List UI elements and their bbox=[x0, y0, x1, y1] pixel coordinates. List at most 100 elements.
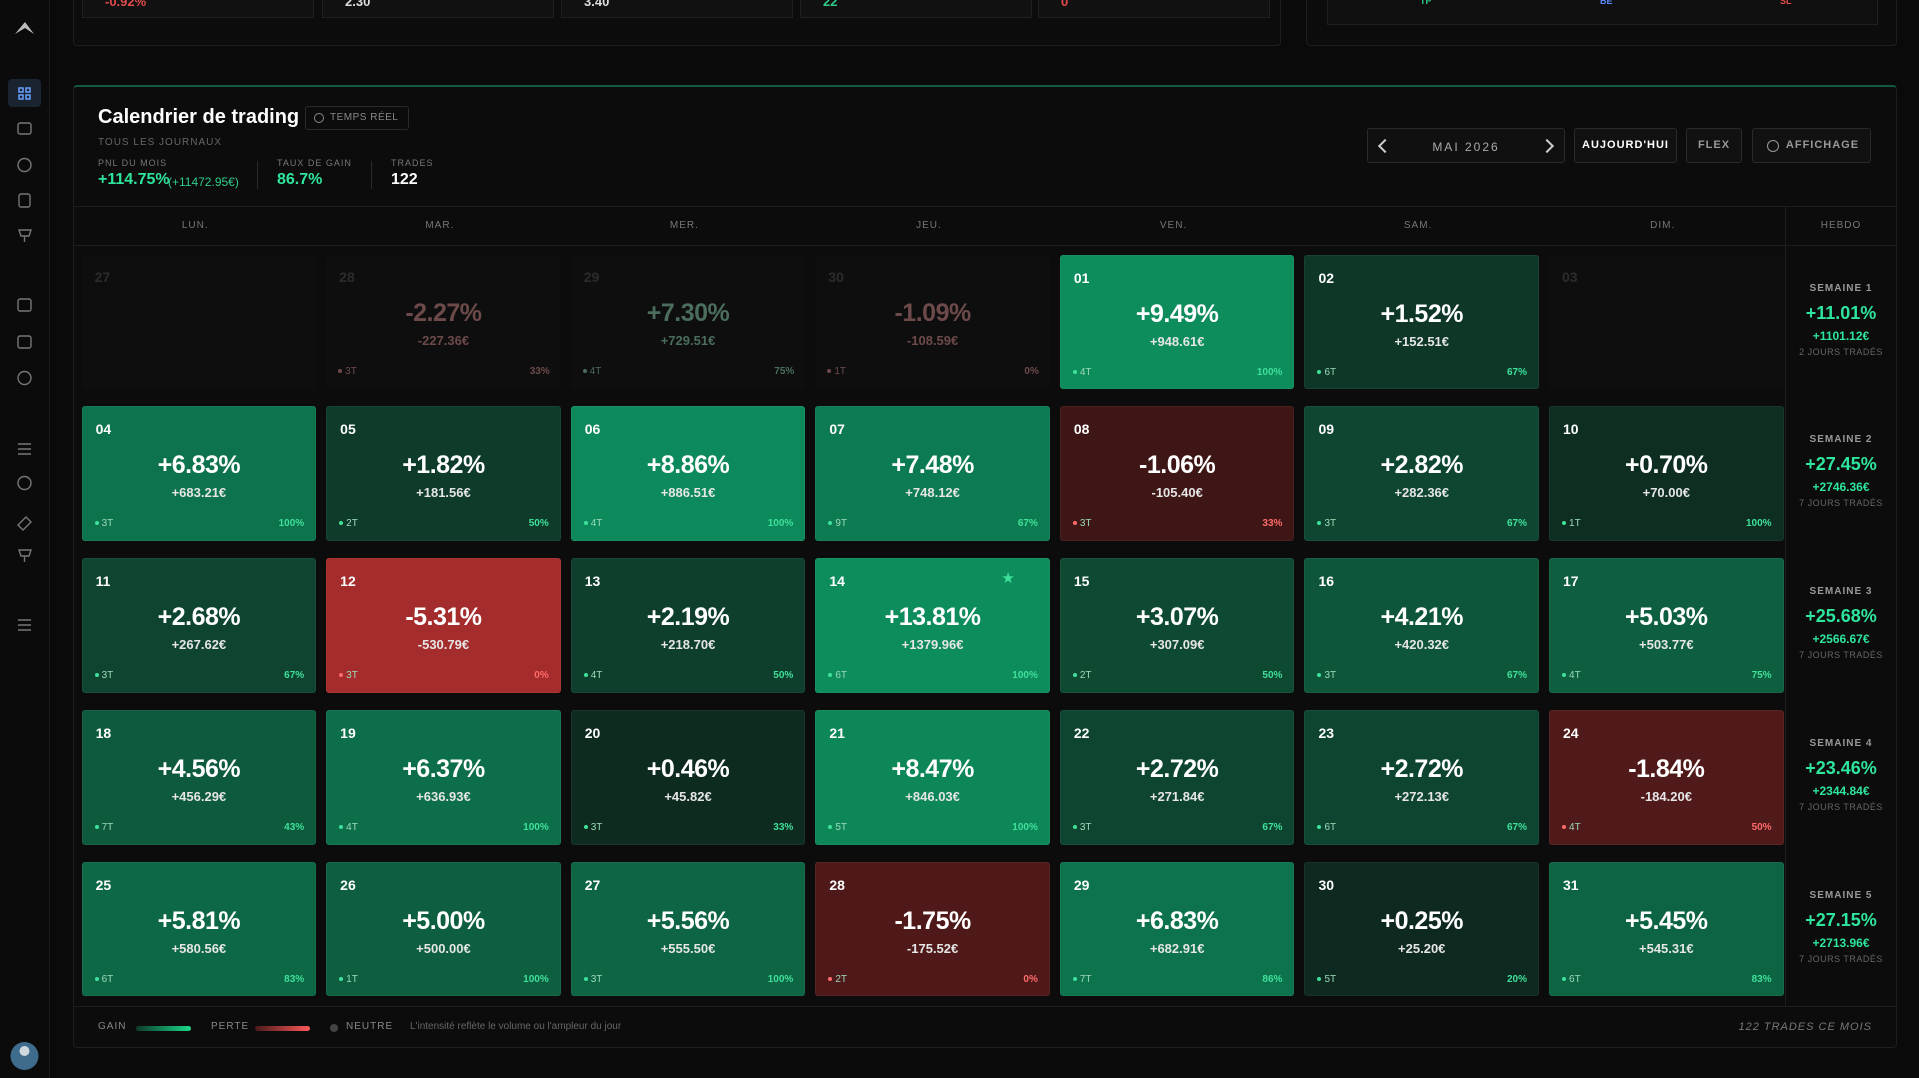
day-number: 11 bbox=[95, 573, 111, 590]
day-trades: 4T bbox=[583, 670, 602, 681]
day-cell[interactable]: 19 +6.37% +636.93€ 4T 100% bbox=[326, 710, 561, 845]
day-winrate: 0% bbox=[534, 670, 549, 682]
top-card: 3.40 bbox=[561, 0, 793, 18]
trades-dot bbox=[338, 368, 343, 373]
nav-active[interactable] bbox=[8, 79, 41, 107]
day-pct: -5.31% bbox=[405, 603, 482, 632]
day-cell[interactable]: 04 +6.83% +683.21€ 3T 100% bbox=[81, 406, 317, 541]
day-trades: 6T bbox=[1317, 367, 1336, 378]
day-cell[interactable]: 09 +2.82% +282.36€ 3T 67% bbox=[1304, 406, 1540, 541]
day-winrate: 100% bbox=[767, 518, 794, 530]
week-pct: +25.68% bbox=[1805, 606, 1877, 627]
day-amount: +636.93€ bbox=[416, 789, 471, 804]
day-pct: +5.45% bbox=[1625, 906, 1708, 935]
day-pct: +4.21% bbox=[1380, 603, 1463, 632]
day-amount: +282.36€ bbox=[1394, 485, 1450, 501]
trades-dot bbox=[1562, 521, 1567, 526]
day-amount: +886.51€ bbox=[660, 485, 716, 501]
week-label: SEMAINE 1 bbox=[1809, 282, 1873, 294]
nav-icon[interactable] bbox=[17, 157, 32, 173]
day-cell[interactable]: 30 +0.25% +25.20€ 5T 20% bbox=[1304, 861, 1540, 997]
day-amount: +683.21€ bbox=[171, 485, 227, 501]
day-trades: 3T bbox=[339, 670, 358, 681]
nav-icon[interactable] bbox=[18, 193, 31, 208]
day-trades: 7T bbox=[1072, 974, 1092, 985]
day-cell[interactable]: 24 -1.84% -184.20€ 4T 50% bbox=[1549, 710, 1784, 845]
footer-line bbox=[74, 1006, 1896, 1007]
day-cell[interactable]: 31 +5.45% +545.31€ 6T 83% bbox=[1549, 861, 1784, 997]
trades-dot bbox=[828, 673, 833, 678]
day-cell[interactable]: 28 -1.75% -175.52€ 2T 0% bbox=[815, 861, 1050, 997]
today-button[interactable]: AUJOURD'HUI bbox=[1574, 128, 1677, 163]
trades-dot bbox=[94, 521, 99, 526]
legend-gain-bar bbox=[136, 1026, 191, 1031]
display-button[interactable]: AFFICHAGE bbox=[1752, 128, 1871, 163]
day-amount: +682.91€ bbox=[1149, 940, 1205, 956]
trades-dot bbox=[94, 673, 99, 678]
nav-icon[interactable] bbox=[18, 229, 32, 242]
week-days: 7 JOURS TRADÉS bbox=[1799, 953, 1883, 964]
day-cell[interactable]: 12 -5.31% -530.79€ 3T 0% bbox=[326, 558, 561, 693]
week-label: SEMAINE 2 bbox=[1809, 434, 1873, 446]
week-amount: +1101.12€ bbox=[1812, 328, 1870, 343]
day-cell[interactable]: 15 +3.07% +307.09€ 2T 50% bbox=[1059, 558, 1295, 693]
day-cell[interactable]: 17 +5.03% +503.77€ 4T 75% bbox=[1549, 558, 1784, 693]
trades-dot bbox=[1072, 825, 1077, 829]
day-trades: 2T bbox=[339, 518, 358, 529]
day-winrate: 67% bbox=[1507, 670, 1528, 682]
day-amount: +25.20€ bbox=[1398, 940, 1446, 956]
day-cell[interactable]: 20 +0.46% +45.82€ 3T 33% bbox=[570, 710, 806, 845]
day-cell[interactable]: 01 +9.49% +948.61€ 4T 100% bbox=[1059, 254, 1295, 390]
day-winrate: 33% bbox=[1262, 518, 1283, 530]
day-cell[interactable]: 07 +7.48% +748.12€ 9T 67% bbox=[815, 406, 1050, 541]
day-cell[interactable]: 16 +4.21% +420.32€ 3T 67% bbox=[1304, 558, 1540, 693]
day-cell[interactable]: 08 -1.06% -105.40€ 3T 33% bbox=[1059, 406, 1295, 541]
day-cell[interactable]: 06 +8.86% +886.51€ 4T 100% bbox=[570, 406, 806, 541]
day-cell[interactable]: 27 +5.56% +555.50€ 3T 100% bbox=[570, 861, 806, 997]
day-pct: +5.03% bbox=[1625, 603, 1708, 632]
day-number: 31 bbox=[1563, 876, 1579, 893]
day-winrate: 67% bbox=[1262, 822, 1283, 833]
nav-icon[interactable] bbox=[17, 370, 32, 386]
day-cell[interactable]: 23 +2.72% +272.13€ 6T 67% bbox=[1304, 710, 1540, 845]
day-winrate: 100% bbox=[1012, 670, 1038, 682]
badge-icon bbox=[314, 113, 324, 123]
day-amount: +456.29€ bbox=[171, 789, 227, 804]
day-amount: +500.00€ bbox=[416, 940, 471, 956]
nav-icon[interactable] bbox=[18, 549, 32, 562]
trades-dot bbox=[1072, 369, 1077, 374]
day-cell[interactable]: 14 +13.81% +1379.96€ 6T 100% ★ bbox=[815, 558, 1050, 693]
day-pct: +7.48% bbox=[891, 451, 974, 480]
day-trades: 2T bbox=[828, 974, 847, 985]
nav-icon[interactable] bbox=[18, 87, 31, 100]
day-cell[interactable]: 05 +1.82% +181.56€ 2T 50% bbox=[326, 406, 561, 541]
nav-icon[interactable] bbox=[17, 516, 32, 531]
day-cell[interactable]: 10 +0.70% +70.00€ 1T 100% bbox=[1549, 406, 1784, 541]
day-cell[interactable]: 26 +5.00% +500.00€ 1T 100% bbox=[326, 861, 561, 997]
day-cell[interactable]: 21 +8.47% +846.03€ 5T 100% bbox=[815, 710, 1050, 845]
flex-button[interactable]: FLEX bbox=[1686, 128, 1742, 163]
nav-icon[interactable] bbox=[17, 122, 32, 135]
nav-icon[interactable] bbox=[17, 475, 32, 491]
nav-icon[interactable] bbox=[18, 619, 31, 631]
day-cell[interactable]: 13 +2.19% +218.70€ 4T 50% bbox=[570, 558, 806, 693]
day-amount: -184.20€ bbox=[1640, 789, 1692, 804]
trades-dot bbox=[1072, 521, 1077, 526]
nav-icon[interactable] bbox=[17, 335, 32, 349]
nav-icon[interactable] bbox=[18, 443, 31, 455]
day-amount: +272.13€ bbox=[1394, 789, 1450, 804]
day-cell[interactable]: 11 +2.68% +267.62€ 3T 67% bbox=[81, 558, 317, 693]
day-number: 23 bbox=[1318, 725, 1335, 741]
nav-icon[interactable] bbox=[17, 298, 32, 312]
day-amount: +420.32€ bbox=[1394, 637, 1450, 653]
header-line bbox=[74, 245, 1896, 246]
day-amount: -108.59€ bbox=[906, 332, 959, 348]
stat-divider bbox=[257, 161, 258, 189]
day-cell[interactable]: 29 +6.83% +682.91€ 7T 86% bbox=[1059, 861, 1295, 997]
day-cell[interactable]: 22 +2.72% +271.84€ 3T 67% bbox=[1059, 710, 1295, 845]
day-cell[interactable]: 02 +1.52% +152.51€ 6T 67% bbox=[1304, 254, 1540, 390]
day-amount: +152.51€ bbox=[1394, 333, 1450, 349]
day-cell[interactable]: 25 +5.81% +580.56€ 6T 83% bbox=[81, 861, 317, 997]
day-winrate: 67% bbox=[1507, 366, 1528, 378]
day-cell[interactable]: 18 +4.56% +456.29€ 7T 43% bbox=[81, 710, 317, 845]
